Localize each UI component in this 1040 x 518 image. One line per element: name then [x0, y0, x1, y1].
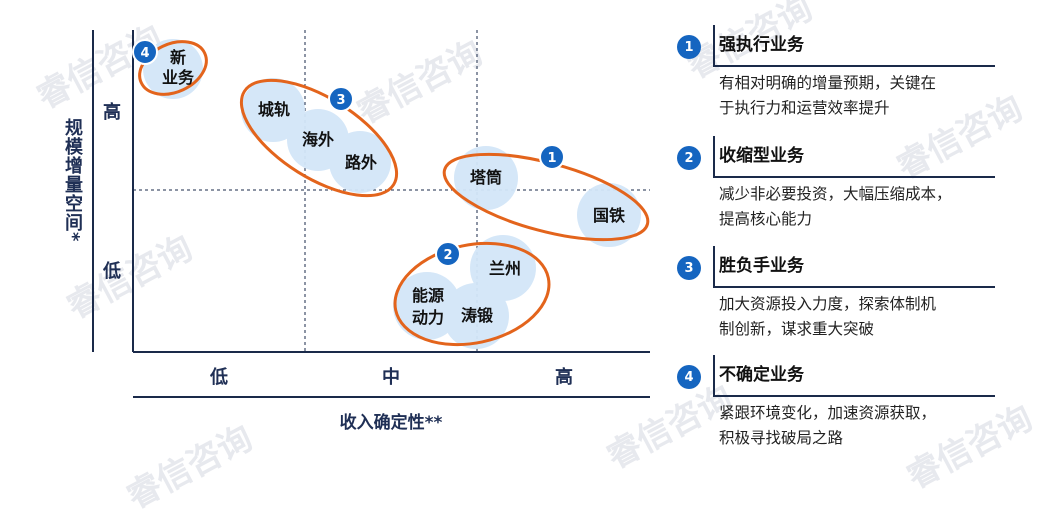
legend-title-4: 不确定业务 — [713, 355, 995, 397]
bubble-label-haiwai: 海外 — [302, 130, 334, 149]
legend-desc-4-line-1: 紧跟环境变化，加速资源获取， — [719, 404, 937, 422]
legend-title-3: 胜负手业务 — [713, 246, 995, 288]
badge-4 — [132, 39, 158, 65]
bubble-label-xinyewu-2: 业务 — [162, 68, 195, 87]
group-ellipse-2 — [393, 241, 551, 347]
bubble-label-lanzhou: 兰州 — [489, 259, 521, 278]
badge-1 — [539, 144, 565, 170]
y-tick-high: 高 — [103, 101, 121, 123]
bubble-luwai — [329, 131, 391, 193]
y-axis-title: 规模增量空间* — [62, 118, 83, 243]
bubble-label-nengyuan-2: 动力 — [412, 308, 444, 327]
legend-desc-2-line-1: 减少非必要投资，大幅压缩成本， — [719, 185, 952, 203]
bubble-label-luwai: 路外 — [345, 153, 377, 172]
legend-desc-1-line-1: 有相对明确的增量预期，关键在 — [719, 74, 937, 92]
badge-3 — [328, 86, 354, 112]
badge-1-label: 1 — [547, 151, 556, 166]
legend-desc-4-line-2: 积极寻找破局之路 — [719, 429, 844, 447]
bubble-nengyuan — [393, 272, 461, 340]
legend-desc-2: 减少非必要投资，大幅压缩成本， 提高核心能力 — [719, 182, 994, 232]
y-tick-low: 低 — [102, 260, 121, 282]
legend-item-2: 2 收缩型业务 减少非必要投资，大幅压缩成本， 提高核心能力 — [677, 136, 1037, 246]
badge-2 — [435, 241, 461, 267]
legend-item-3: 3 胜负手业务 加大资源投入力度，探索体制机 制创新，谋求重大突破 — [677, 246, 1037, 356]
legend-number-1: 1 — [677, 35, 701, 59]
badge-3-label: 3 — [336, 93, 345, 108]
legend-item-4: 4 不确定业务 紧跟环境变化，加速资源获取， 积极寻找破局之路 — [677, 355, 1037, 465]
x-tick-high: 高 — [555, 366, 573, 388]
x-tick-low: 低 — [209, 366, 228, 388]
bubble-chenggui — [241, 78, 305, 142]
bubble-label-nengyuan-1: 能源 — [412, 286, 444, 305]
legend-desc-3: 加大资源投入力度，探索体制机 制创新，谋求重大突破 — [719, 292, 994, 342]
bubble-label-guotie: 国铁 — [593, 206, 625, 225]
badge-2-label: 2 — [443, 248, 452, 263]
badge-4-label: 4 — [140, 46, 149, 61]
bubble-lanzhou — [470, 235, 536, 301]
matrix-diagram: 高 低 低 中 高 收入确定性** 新 业务 城轨 海外 路外 塔筒 国铁 兰州… — [92, 30, 650, 433]
bubble-tatong — [454, 146, 518, 210]
bubble-label-tatong: 塔筒 — [470, 168, 502, 187]
group-ellipse-4 — [138, 40, 208, 96]
legend-number-2: 2 — [677, 146, 701, 170]
legend-number-4: 4 — [677, 365, 701, 389]
legend-number-3: 3 — [677, 256, 701, 280]
bubble-label-chenggui: 城轨 — [258, 100, 290, 119]
x-tick-mid: 中 — [382, 366, 400, 388]
legend-desc-3-line-1: 加大资源投入力度，探索体制机 — [719, 295, 937, 313]
bubble-label-xinyewu-1: 新 — [170, 48, 186, 67]
legend-title-2: 收缩型业务 — [713, 136, 995, 178]
bubble-label-taoduan: 涛锻 — [461, 306, 493, 325]
legend-title-1: 强执行业务 — [713, 25, 995, 67]
legend-desc-1: 有相对明确的增量预期，关键在 于执行力和运营效率提升 — [719, 71, 994, 121]
bubble-xinyewu — [143, 39, 203, 99]
legend-desc-2-line-2: 提高核心能力 — [719, 210, 813, 228]
legend-item-1: 1 强执行业务 有相对明确的增量预期，关键在 于执行力和运营效率提升 — [677, 25, 1037, 135]
legend-desc-3-line-2: 制创新，谋求重大突破 — [719, 320, 875, 338]
legend-desc-4: 紧跟环境变化，加速资源获取， 积极寻找破局之路 — [719, 401, 994, 451]
x-axis-title: 收入确定性** — [340, 412, 443, 433]
legend-desc-1-line-2: 于执行力和运营效率提升 — [719, 99, 890, 117]
bubble-guotie — [577, 183, 641, 247]
